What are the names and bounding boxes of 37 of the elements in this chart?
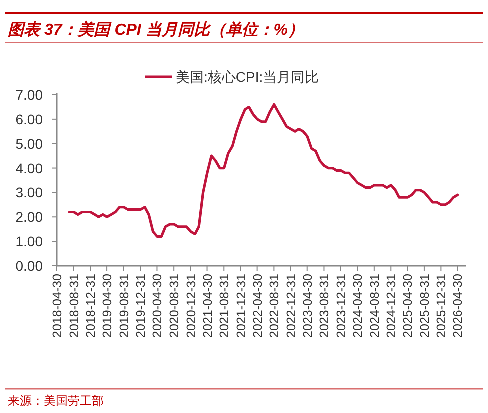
x-tick-label: 2019-08-31	[117, 274, 132, 338]
chart-title: 图表 37：美国 CPI 当月同比（单位：%）	[8, 20, 304, 39]
x-tick-label: 2018-12-31	[84, 274, 98, 338]
y-tick-label: 7.00	[16, 87, 44, 103]
x-tick-label: 2024-12-31	[384, 274, 399, 338]
x-tick-label: 2021-04-30	[200, 274, 215, 338]
x-tick-label: 2022-04-30	[250, 274, 265, 338]
x-tick-label: 2023-12-31	[334, 274, 348, 338]
x-tick-label: 2020-04-30	[150, 274, 165, 338]
x-tick-label: 2024-04-30	[351, 274, 366, 338]
x-tick-label: 2025-08-31	[418, 274, 432, 338]
y-tick-label: 1.00	[16, 234, 44, 250]
legend-label: 美国:核心CPI:当月同比	[176, 69, 320, 85]
x-tick-label: 2026-04-30	[451, 274, 466, 338]
line-series	[68, 103, 460, 238]
x-tick-label: 2025-12-31	[434, 274, 449, 338]
x-tick-label: 2018-04-30	[50, 274, 64, 338]
y-tick-label: 6.00	[16, 111, 44, 128]
y-tick-label: 3.00	[16, 184, 44, 201]
x-tick-label: 2024-08-31	[368, 274, 382, 338]
x-tick-label: 2025-04-30	[401, 274, 416, 338]
x-tick-label: 2019-12-31	[134, 274, 148, 338]
x-tick-label: 2022-08-31	[268, 274, 282, 338]
x-tick-label: 2020-12-31	[184, 274, 198, 338]
y-tick-label: 2.00	[16, 209, 44, 226]
x-tick-label: 2022-12-31	[284, 274, 298, 338]
x-tick-label: 2023-04-30	[300, 274, 315, 338]
x-tick-label: 2018-08-31	[67, 274, 82, 338]
x-tick-label: 2023-08-31	[318, 274, 332, 338]
y-tick-label: 0.00	[16, 258, 44, 274]
y-tick-label: 4.00	[16, 160, 44, 176]
y-tick-label: 5.00	[16, 136, 44, 152]
x-tick-label: 2019-04-30	[100, 274, 115, 338]
source-note: 来源：美国劳工部	[8, 394, 104, 408]
x-tick-label: 2021-08-31	[218, 274, 232, 338]
x-tick-label: 2020-08-31	[168, 274, 182, 338]
x-tick-label: 2021-12-31	[234, 274, 248, 338]
